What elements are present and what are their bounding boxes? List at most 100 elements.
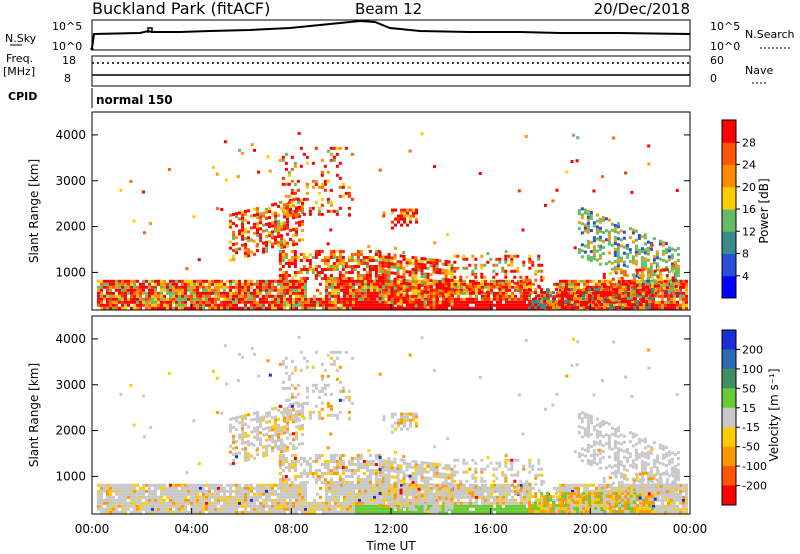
velocity-cell — [114, 489, 118, 493]
power-cell — [99, 288, 103, 292]
velocity-cell — [363, 510, 367, 514]
velocity-cell — [510, 507, 514, 511]
power-cell — [501, 288, 505, 292]
velocity-cell — [129, 489, 133, 493]
power-cell — [456, 300, 460, 304]
power-cell — [381, 261, 385, 265]
velocity-cell — [114, 498, 118, 502]
power-cell — [123, 288, 127, 292]
power-cell — [649, 265, 653, 269]
power-cell — [320, 158, 324, 162]
velocity-cell — [357, 495, 361, 499]
power-cell — [471, 282, 475, 286]
power-cell — [219, 279, 223, 283]
power-cell — [262, 241, 266, 245]
velocity-cell — [471, 504, 475, 508]
velocity-cell — [195, 507, 199, 511]
power-cell — [572, 133, 576, 137]
velocity-cell — [174, 495, 178, 499]
velocity-cell — [474, 510, 478, 514]
power-cell — [405, 288, 409, 292]
power-cell — [573, 282, 577, 286]
power-cell — [582, 300, 586, 304]
velocity-cell — [246, 492, 250, 496]
power-cell — [338, 256, 342, 259]
nave-tick-bottom: 0 — [710, 72, 717, 85]
power-cell — [350, 253, 354, 256]
velocity-cell — [297, 489, 301, 493]
power-cell — [420, 306, 424, 310]
power-cell — [345, 279, 349, 283]
power-cell — [531, 297, 535, 301]
velocity-cell — [102, 498, 106, 502]
power-cell — [486, 290, 490, 294]
power-cell — [613, 223, 617, 227]
power-cell — [276, 297, 280, 301]
power-cell — [613, 265, 617, 269]
power-cell — [393, 306, 397, 310]
power-cell — [114, 303, 118, 307]
power-cell — [369, 297, 373, 301]
power-cell — [435, 282, 439, 286]
velocity-cell — [369, 495, 373, 499]
velocity-cell — [222, 495, 226, 499]
power-cell — [552, 294, 556, 298]
power-cell — [387, 256, 391, 260]
power-cell — [279, 300, 283, 304]
power-cell — [171, 282, 175, 286]
power-cell — [411, 261, 415, 265]
power-cell — [405, 261, 409, 265]
velocity-cell — [351, 498, 355, 502]
power-cell — [483, 297, 487, 301]
date-title: 20/Dec/2018 — [594, 0, 690, 18]
velocity-cell — [201, 504, 205, 508]
power-cell — [213, 288, 217, 292]
power-cell — [480, 279, 484, 283]
velocity-cell — [219, 507, 223, 511]
power-cell — [528, 257, 532, 261]
power-cell — [597, 282, 601, 286]
velocity-cell — [438, 492, 442, 496]
power-cell — [435, 267, 439, 271]
velocity-cell — [228, 492, 232, 496]
power-cell — [573, 294, 577, 298]
power-cell — [603, 300, 607, 304]
power-cell — [567, 279, 571, 283]
power-cell — [195, 285, 199, 289]
power-cell — [348, 282, 352, 286]
velocity-cell — [135, 510, 139, 514]
power-cell — [323, 268, 327, 271]
power-cell — [351, 303, 355, 307]
velocity-cell — [396, 510, 400, 514]
power-cell — [611, 283, 615, 287]
power-cell — [660, 303, 664, 307]
power-cell — [519, 300, 523, 304]
velocity-cell — [273, 501, 277, 505]
power-cell — [348, 285, 352, 289]
velocity-cell — [108, 492, 112, 496]
power-cell — [258, 279, 262, 283]
velocity-cell — [270, 504, 274, 508]
power-cell — [630, 279, 634, 283]
velocity-cell — [585, 501, 589, 505]
nsearch-tick-bottom: 10^0 — [710, 40, 740, 53]
power-cell — [429, 261, 433, 265]
power-cell — [195, 306, 199, 310]
velocity-cell — [504, 504, 508, 508]
power-cell — [601, 216, 605, 220]
power-cell — [658, 284, 662, 288]
power-cell — [489, 297, 493, 301]
power-cell — [156, 297, 160, 301]
power-cell — [375, 300, 379, 304]
power-cell — [281, 253, 285, 256]
power-cell — [447, 263, 451, 267]
velocity-cell — [387, 489, 391, 493]
power-cell — [293, 182, 297, 186]
velocity-cell — [273, 507, 277, 511]
power-cell — [288, 291, 292, 295]
power-cell — [264, 279, 268, 283]
velocity-cell — [105, 510, 109, 514]
power-cell — [555, 285, 559, 289]
velocity-cell — [462, 495, 466, 499]
